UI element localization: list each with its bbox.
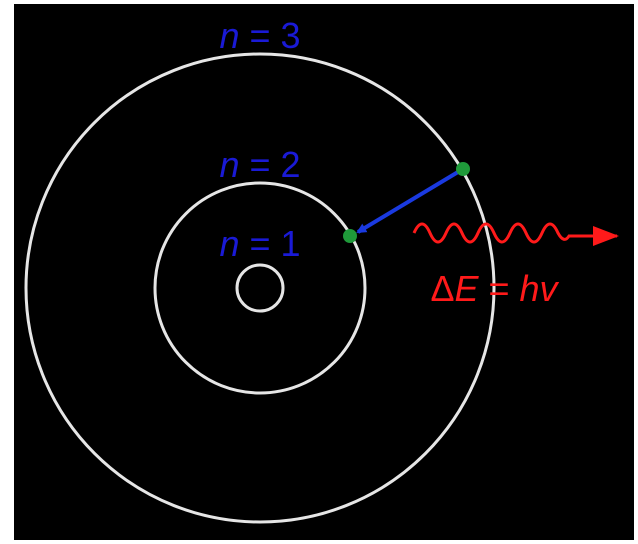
label-n3-var: n — [219, 15, 239, 56]
label-n1-var: n — [219, 223, 239, 264]
transition-arrow — [358, 169, 463, 232]
delta-symbol: Δ — [430, 268, 454, 309]
h-nu: hv — [520, 268, 560, 309]
energy-equation: ΔE = hv — [430, 268, 559, 309]
energy-symbol: E — [454, 268, 479, 309]
electron-icon-inner — [343, 229, 357, 243]
label-n2-var: n — [219, 144, 239, 185]
equals-sign: = — [479, 268, 520, 309]
orbit-n3 — [26, 54, 494, 522]
label-n2-value: = 2 — [239, 144, 300, 185]
orbit-n2 — [155, 183, 365, 393]
photon-wave-icon — [414, 224, 617, 242]
bohr-model-diagram: n = 3 n = 2 n = 1 ΔE = hv — [14, 4, 634, 540]
electron-icon-outer — [456, 162, 470, 176]
diagram-canvas: n = 3 n = 2 n = 1 ΔE = hv — [14, 4, 634, 540]
nucleus-icon — [237, 265, 283, 311]
label-n3-value: = 3 — [239, 15, 300, 56]
label-n1: n = 1 — [219, 223, 300, 264]
label-n1-value: = 1 — [239, 223, 300, 264]
label-n3: n = 3 — [219, 15, 300, 56]
label-n2: n = 2 — [219, 144, 300, 185]
